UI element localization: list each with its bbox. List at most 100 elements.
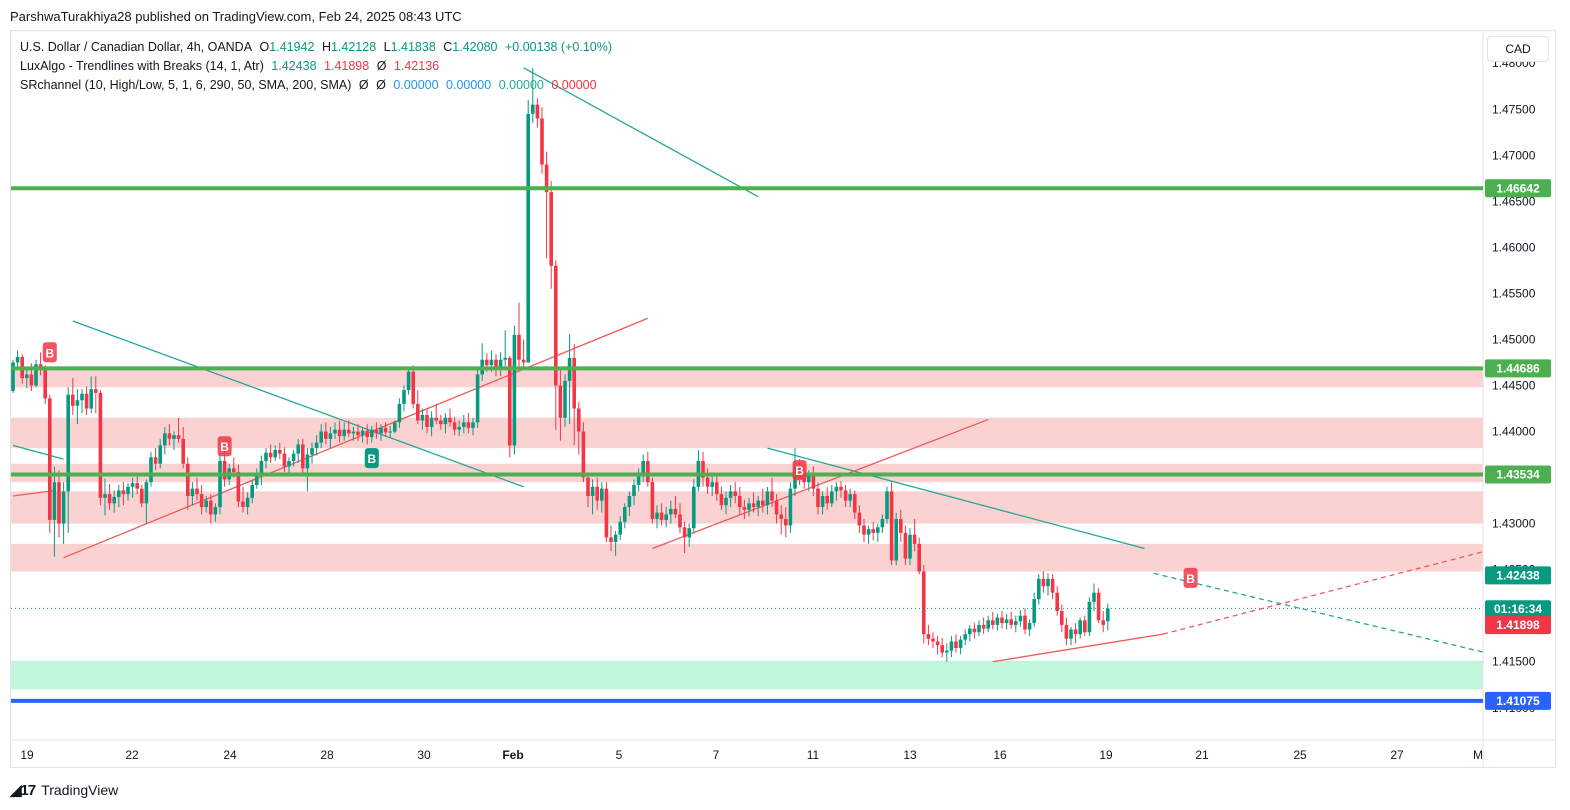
publisher-line: ParshwaTurakhiya28 published on TradingV… [10,9,462,24]
candle-body [1087,601,1092,633]
candle-body [857,512,862,526]
candle-body [535,104,540,119]
candle-body [402,390,406,404]
candle-body [972,628,977,633]
candle-body [328,433,333,439]
candle-body [259,461,264,473]
price-change: +0.00138 (+0.10%) [504,40,612,54]
markers-layer: B B B B B [42,342,1198,588]
candle-body [843,490,848,501]
legend-indicator-luxalgo[interactable]: LuxAlgo - Trendlines with Breaks (14, 1,… [20,59,443,73]
time-tick-label: 30 [417,748,431,762]
candle-body [563,380,567,418]
candle-body [701,461,705,478]
candle-body [954,641,958,648]
candle-body [1096,592,1101,621]
trendline [12,489,55,497]
candle-body [1027,623,1032,630]
candle-body [673,508,678,515]
tradingview-logo[interactable]: ◢17 TradingView [10,781,118,799]
time-tick-label: 13 [903,748,917,762]
candle-body [34,364,38,386]
candle-body [425,414,429,427]
candle-body [586,477,590,496]
price-label-box [1485,691,1551,710]
candle-body [245,497,250,508]
candle-body [889,491,894,561]
candle-body [784,519,788,526]
candle-body [310,448,314,455]
trendline [72,320,524,488]
candle-body [751,503,756,508]
price-tick-label: 1.46500 [1492,194,1536,208]
break-marker-label: B [45,346,54,360]
candle-body [922,571,926,635]
candle-body [627,495,632,508]
legend-indicator-srchannel[interactable]: SRchannel (10, High/Low, 5, 1, 6, 290, 5… [20,78,601,92]
time-tick-label: 5 [616,748,623,762]
time-axis: 19 22 24 28 30 Feb 5 7 11 13 16 19 21 25 27 M [20,748,1483,762]
trendline [1162,550,1486,635]
candle-body [862,525,866,535]
candle-body [167,433,172,439]
candle-body [255,472,259,485]
candle-body [199,494,204,508]
candle-body [623,507,627,522]
candle-body [986,620,990,629]
candle-body [406,371,411,391]
candle-body [761,500,765,506]
candle-body [1046,578,1050,587]
candle-body [945,650,949,653]
candle-body [705,477,710,487]
candle-body [577,408,581,432]
candle-body [770,491,774,501]
candle-body [1023,615,1027,630]
break-marker-label: B [367,452,376,466]
symbol-name: U.S. Dollar / Canadian Dollar, 4h, OANDA [20,40,253,54]
candle-body [664,514,668,520]
candle-body [618,521,622,535]
candle-body [305,454,310,469]
time-tick-label: 19 [20,748,34,762]
candle-body [333,429,337,434]
candle-body [268,452,273,458]
trendline [652,418,989,550]
candle-body [379,427,383,434]
legend-symbol-row[interactable]: U.S. Dollar / Canadian Dollar, 4h, OANDA… [20,40,616,54]
currency-button[interactable]: CAD [1487,36,1549,62]
resistance-zone [11,491,1483,524]
candle-body [429,417,434,427]
candle-body [636,472,641,485]
candle-body [724,497,728,506]
time-tick-label: 24 [223,748,237,762]
candle-body [678,514,682,528]
price-label-text: 1.43534 [1496,467,1540,481]
candle-body [1092,592,1096,602]
candle-body [1101,620,1105,625]
candle-body [324,431,328,439]
resistance-zone [11,368,1483,388]
price-tick-label: 1.47500 [1492,102,1536,116]
chart-frame [10,30,1556,768]
candle-body [508,357,512,446]
price-label-box [1485,465,1551,484]
break-marker [792,460,807,481]
price-label-text: 1.41898 [1496,618,1540,632]
candle-body [1073,629,1078,635]
candle-body [222,461,227,480]
candle-body [273,449,277,458]
candle-body [581,431,586,478]
candle-body [747,503,751,510]
candle-body [1000,617,1004,624]
candle-body [1050,578,1055,593]
candle-body [738,495,742,508]
candle-body [172,435,176,439]
candle-body [1009,619,1013,625]
candle-body [876,527,880,533]
candle-body [733,491,737,496]
candle-body [218,461,222,508]
candle-body [236,472,241,502]
candle-body [549,192,553,266]
candle-body [411,371,415,404]
